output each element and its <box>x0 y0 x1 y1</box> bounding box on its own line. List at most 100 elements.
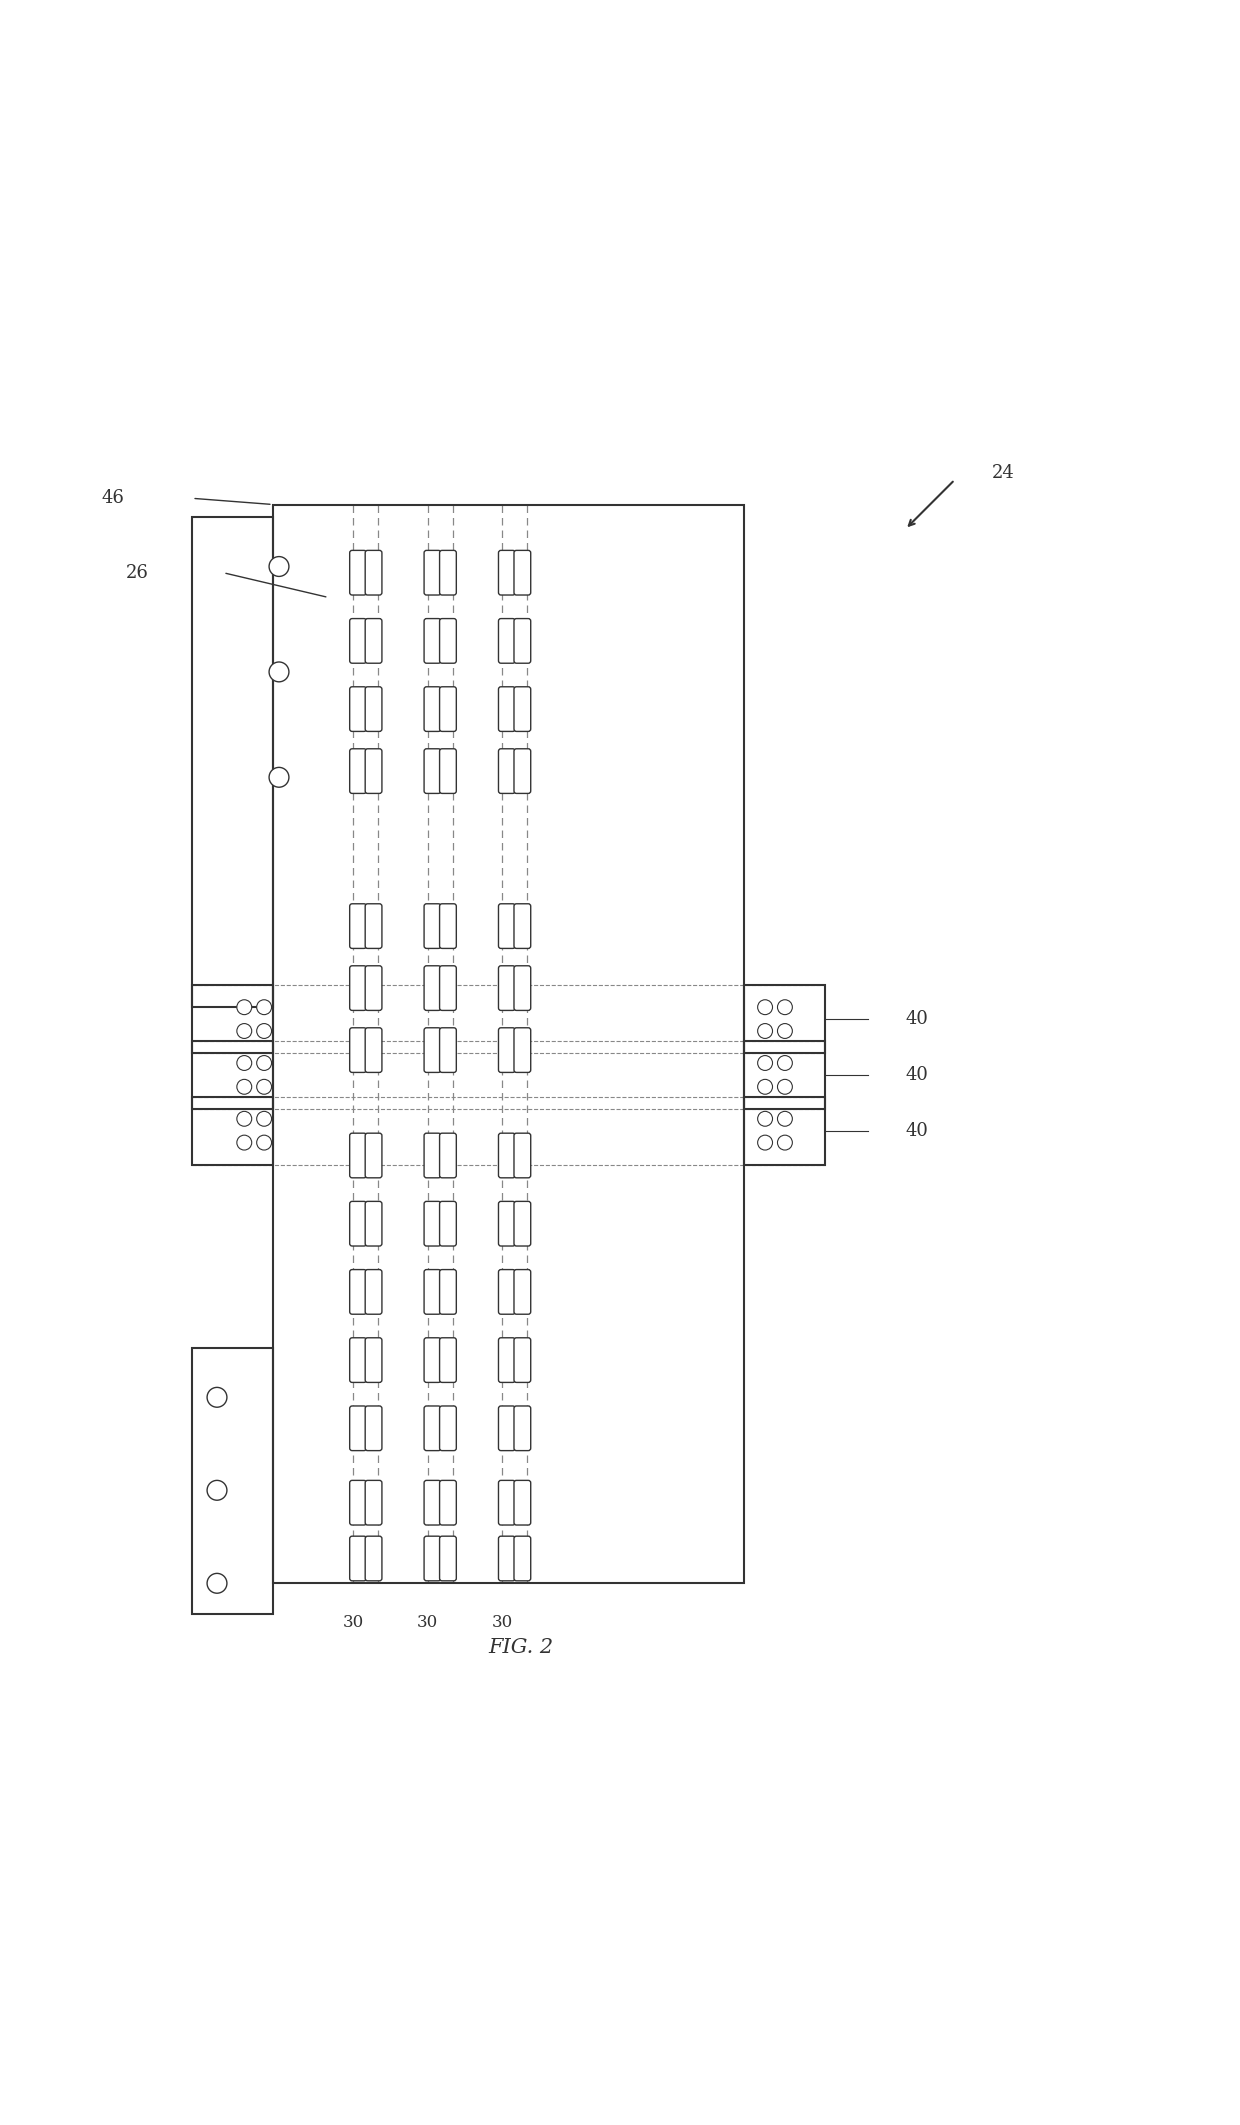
FancyBboxPatch shape <box>350 965 367 1009</box>
FancyBboxPatch shape <box>498 1028 516 1073</box>
Circle shape <box>777 1080 792 1094</box>
FancyBboxPatch shape <box>365 1407 382 1451</box>
Circle shape <box>237 1111 252 1126</box>
FancyBboxPatch shape <box>498 1269 516 1313</box>
Circle shape <box>269 767 289 786</box>
FancyBboxPatch shape <box>365 1269 382 1313</box>
Circle shape <box>237 1080 252 1094</box>
Text: 40: 40 <box>905 1009 928 1028</box>
FancyBboxPatch shape <box>424 686 441 731</box>
FancyBboxPatch shape <box>350 1481 367 1526</box>
Circle shape <box>257 1080 272 1094</box>
FancyBboxPatch shape <box>498 1201 516 1245</box>
Circle shape <box>269 557 289 576</box>
Bar <box>192 1347 273 1615</box>
Circle shape <box>269 663 289 682</box>
FancyBboxPatch shape <box>515 965 531 1009</box>
FancyBboxPatch shape <box>439 1339 456 1383</box>
FancyBboxPatch shape <box>350 1133 367 1177</box>
FancyBboxPatch shape <box>350 618 367 663</box>
FancyBboxPatch shape <box>424 965 441 1009</box>
Bar <box>192 986 273 1054</box>
FancyBboxPatch shape <box>365 965 382 1009</box>
Circle shape <box>777 1024 792 1039</box>
FancyBboxPatch shape <box>515 1407 531 1451</box>
Bar <box>744 1041 825 1109</box>
Circle shape <box>758 1056 773 1071</box>
FancyBboxPatch shape <box>515 550 531 595</box>
FancyBboxPatch shape <box>424 1339 441 1383</box>
FancyBboxPatch shape <box>365 1481 382 1526</box>
Circle shape <box>257 999 272 1014</box>
Circle shape <box>237 1024 252 1039</box>
FancyBboxPatch shape <box>424 1028 441 1073</box>
Circle shape <box>257 1135 272 1150</box>
Text: 24: 24 <box>992 465 1014 482</box>
Text: 30: 30 <box>342 1615 365 1632</box>
FancyBboxPatch shape <box>365 1028 382 1073</box>
FancyBboxPatch shape <box>365 1201 382 1245</box>
FancyBboxPatch shape <box>350 550 367 595</box>
FancyBboxPatch shape <box>515 618 531 663</box>
FancyBboxPatch shape <box>424 748 441 793</box>
FancyBboxPatch shape <box>439 903 456 948</box>
Circle shape <box>777 999 792 1014</box>
FancyBboxPatch shape <box>439 1133 456 1177</box>
FancyBboxPatch shape <box>498 550 516 595</box>
FancyBboxPatch shape <box>498 1536 516 1581</box>
FancyBboxPatch shape <box>439 686 456 731</box>
FancyBboxPatch shape <box>365 550 382 595</box>
FancyBboxPatch shape <box>439 1481 456 1526</box>
Text: 30: 30 <box>417 1615 439 1632</box>
FancyBboxPatch shape <box>515 903 531 948</box>
Circle shape <box>257 1111 272 1126</box>
FancyBboxPatch shape <box>498 903 516 948</box>
FancyBboxPatch shape <box>365 903 382 948</box>
FancyBboxPatch shape <box>515 1028 531 1073</box>
FancyBboxPatch shape <box>515 1481 531 1526</box>
Circle shape <box>758 1111 773 1126</box>
FancyBboxPatch shape <box>515 1269 531 1313</box>
FancyBboxPatch shape <box>439 1028 456 1073</box>
Circle shape <box>758 999 773 1014</box>
FancyBboxPatch shape <box>350 1028 367 1073</box>
FancyBboxPatch shape <box>424 1407 441 1451</box>
Bar <box>192 516 273 1007</box>
FancyBboxPatch shape <box>424 1481 441 1526</box>
FancyBboxPatch shape <box>350 1536 367 1581</box>
Circle shape <box>257 1056 272 1071</box>
FancyBboxPatch shape <box>515 1201 531 1245</box>
Circle shape <box>207 1481 227 1500</box>
FancyBboxPatch shape <box>439 1201 456 1245</box>
FancyBboxPatch shape <box>365 686 382 731</box>
Text: 26: 26 <box>126 563 149 582</box>
FancyBboxPatch shape <box>424 1536 441 1581</box>
FancyBboxPatch shape <box>350 1201 367 1245</box>
FancyBboxPatch shape <box>439 748 456 793</box>
FancyBboxPatch shape <box>515 1536 531 1581</box>
FancyBboxPatch shape <box>424 903 441 948</box>
FancyBboxPatch shape <box>498 686 516 731</box>
FancyBboxPatch shape <box>498 1407 516 1451</box>
FancyBboxPatch shape <box>350 1407 367 1451</box>
FancyBboxPatch shape <box>515 1133 531 1177</box>
Text: 40: 40 <box>905 1067 928 1084</box>
FancyBboxPatch shape <box>439 1407 456 1451</box>
FancyBboxPatch shape <box>350 748 367 793</box>
Circle shape <box>777 1135 792 1150</box>
FancyBboxPatch shape <box>439 618 456 663</box>
Bar <box>192 1096 273 1164</box>
FancyBboxPatch shape <box>439 550 456 595</box>
FancyBboxPatch shape <box>515 1339 531 1383</box>
FancyBboxPatch shape <box>498 748 516 793</box>
FancyBboxPatch shape <box>424 1133 441 1177</box>
Circle shape <box>758 1024 773 1039</box>
Circle shape <box>777 1056 792 1071</box>
FancyBboxPatch shape <box>424 1269 441 1313</box>
FancyBboxPatch shape <box>365 748 382 793</box>
Bar <box>744 1096 825 1164</box>
FancyBboxPatch shape <box>439 1536 456 1581</box>
Circle shape <box>237 1056 252 1071</box>
Bar <box>273 504 744 1583</box>
FancyBboxPatch shape <box>439 965 456 1009</box>
